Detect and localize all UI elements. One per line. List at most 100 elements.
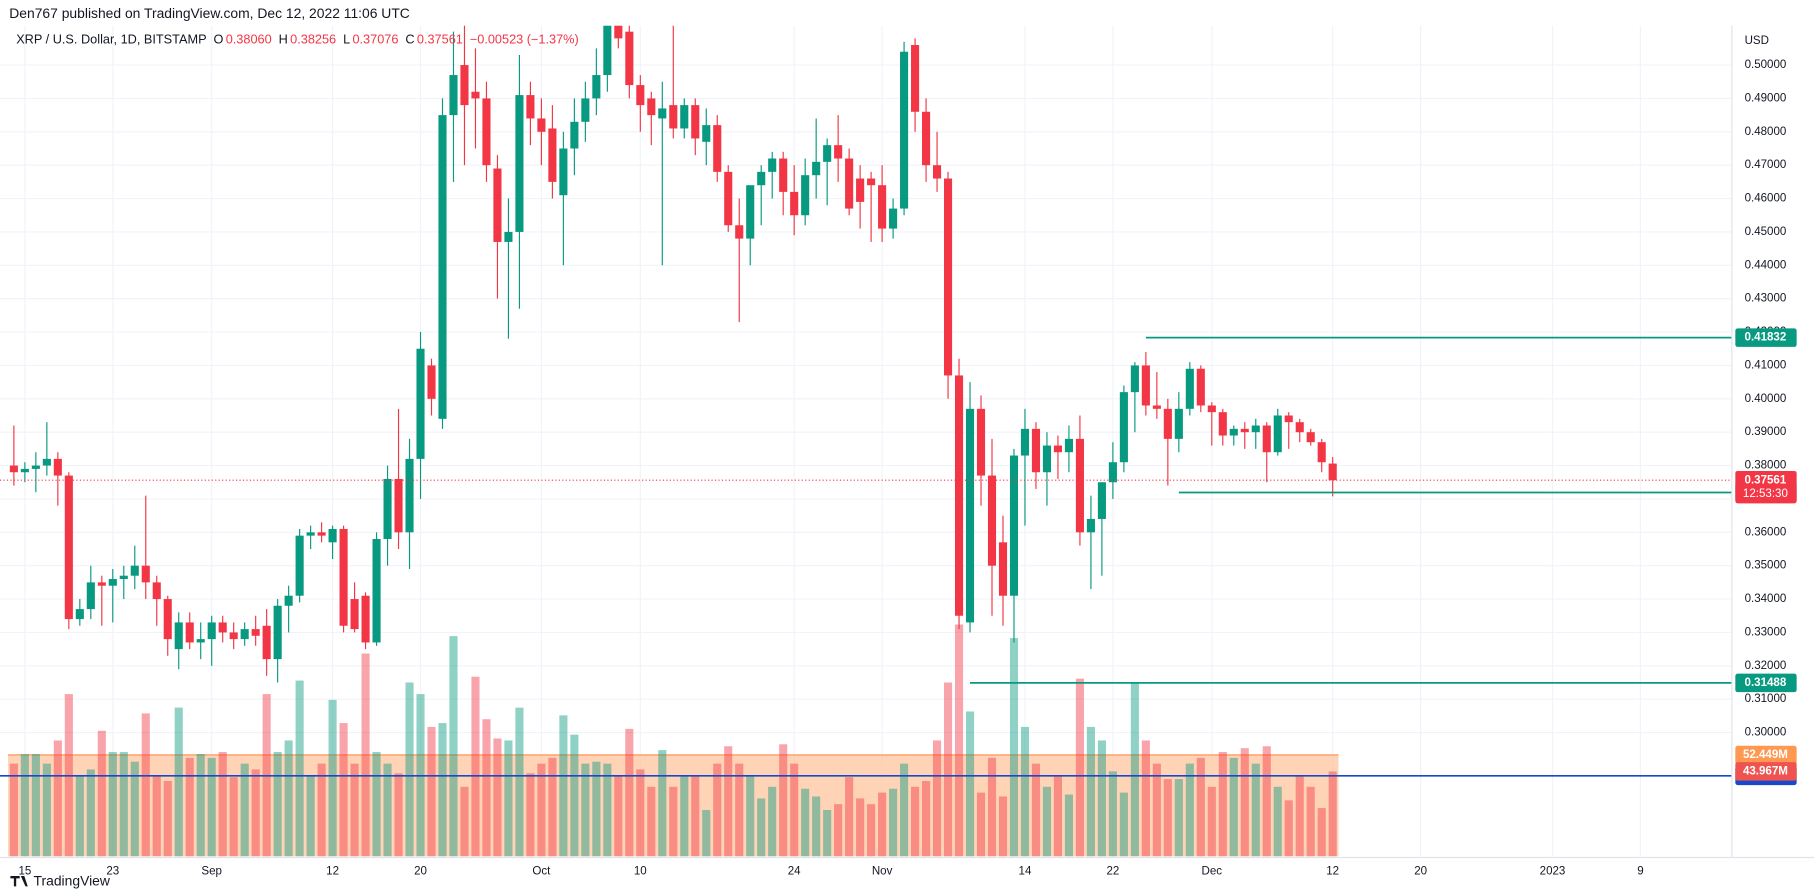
volume-bar	[1053, 775, 1062, 857]
x-tick-label: Sep	[201, 865, 222, 877]
candle-body	[548, 128, 557, 182]
candle-body	[427, 365, 436, 399]
volume-bar	[757, 798, 766, 857]
candle-body	[526, 95, 535, 119]
candle-body	[636, 85, 645, 106]
volume-bar	[86, 769, 95, 857]
candle-body	[1119, 392, 1128, 463]
candle-body	[108, 579, 117, 586]
volume-bar	[1284, 800, 1293, 857]
candle-body	[1284, 415, 1293, 423]
volume-bar	[9, 763, 18, 857]
candle-body	[1240, 428, 1249, 433]
volume-bar	[812, 796, 821, 857]
x-tick-label: Dec	[1202, 865, 1223, 877]
candle-body	[625, 31, 634, 86]
candle-body	[229, 632, 238, 640]
volume-bar	[1262, 746, 1271, 857]
candle-body	[1009, 455, 1019, 596]
volume-bar	[1064, 794, 1073, 857]
candle-body	[130, 565, 139, 576]
y-tick-label: 0.33000	[1745, 626, 1787, 638]
volume-bar	[900, 763, 909, 857]
volume-bar	[1009, 638, 1019, 857]
volume-bar	[889, 788, 898, 857]
candle-body	[31, 465, 40, 469]
volume-bar	[1273, 786, 1282, 857]
volume-bar	[965, 711, 975, 857]
candle-body	[1042, 445, 1052, 473]
volume-bar	[427, 726, 436, 857]
volume-bar	[1196, 757, 1205, 857]
candle-body	[1196, 368, 1205, 406]
volume-bar	[328, 699, 337, 857]
volume-bar	[372, 752, 381, 857]
x-tick-label: 14	[1019, 865, 1032, 877]
logo	[10, 876, 28, 887]
last-price-box	[1735, 470, 1797, 504]
candle-body	[987, 475, 997, 566]
ohlc-key: L	[343, 32, 350, 47]
volume-bar	[1251, 763, 1260, 857]
volume-bar	[790, 763, 799, 857]
axis-labels: 0.30000 0.31000 0.32000 0.33000 0.34000 0.350…	[18, 59, 1797, 877]
candle-body	[1273, 415, 1282, 453]
y-tick-label: 0.31000	[1745, 693, 1787, 705]
volume-bar	[493, 738, 502, 857]
candle-body	[1141, 365, 1150, 406]
candle-body	[976, 408, 986, 476]
candle-body	[372, 538, 381, 643]
candle-body	[339, 528, 348, 626]
level-label-box	[1735, 328, 1797, 347]
volume-bar	[152, 775, 161, 857]
volume-bar	[625, 728, 634, 857]
candle-body	[438, 115, 447, 419]
y-tick-label: 0.32000	[1745, 660, 1787, 672]
volume-bar	[922, 781, 931, 857]
volume-bar	[504, 740, 513, 857]
volume-bar	[680, 775, 689, 857]
candle-body	[933, 165, 942, 179]
volume-bar	[108, 752, 117, 857]
volume-bar	[394, 773, 403, 857]
footer: TradingView	[10, 872, 111, 888]
volume-bar	[273, 752, 282, 857]
y-tick-label: 0.50000	[1745, 59, 1787, 71]
y-tick-label: 0.30000	[1745, 727, 1787, 739]
candle-body	[1031, 428, 1041, 473]
volume-bar	[724, 746, 733, 857]
volume-bar	[174, 707, 183, 857]
volume-bar	[141, 713, 150, 857]
volume-bar	[1229, 757, 1238, 857]
candle-body	[1229, 428, 1238, 436]
volume-bar	[438, 723, 447, 857]
candle-body	[383, 478, 392, 539]
candle-body	[592, 75, 601, 99]
candle-body	[119, 575, 128, 580]
volume-bar	[1086, 726, 1095, 857]
volume-bar	[614, 775, 623, 857]
candle-body	[350, 599, 359, 630]
volume-bar	[240, 763, 249, 857]
y-tick-label: 0.47000	[1745, 159, 1787, 171]
volume-bar	[317, 763, 326, 857]
volume-ma-label-box	[1735, 745, 1797, 765]
volume-bar	[526, 773, 535, 857]
candle-body	[1218, 412, 1227, 436]
y-tick-label: 0.45000	[1745, 226, 1787, 238]
volume-bar	[943, 682, 953, 857]
volume-bar	[746, 775, 755, 857]
volume-bar	[581, 763, 590, 857]
x-tick-label: 22	[1106, 865, 1119, 877]
candle-body	[317, 532, 326, 536]
volume-bar	[801, 788, 810, 857]
candle-body	[669, 105, 678, 129]
candle-body	[878, 185, 887, 229]
x-tick-label: 20	[1414, 865, 1427, 877]
candle-body	[449, 75, 458, 116]
candle-body	[680, 105, 689, 129]
volume-bar	[350, 763, 359, 857]
candle-body	[570, 121, 579, 149]
volume-bar	[1075, 678, 1084, 857]
